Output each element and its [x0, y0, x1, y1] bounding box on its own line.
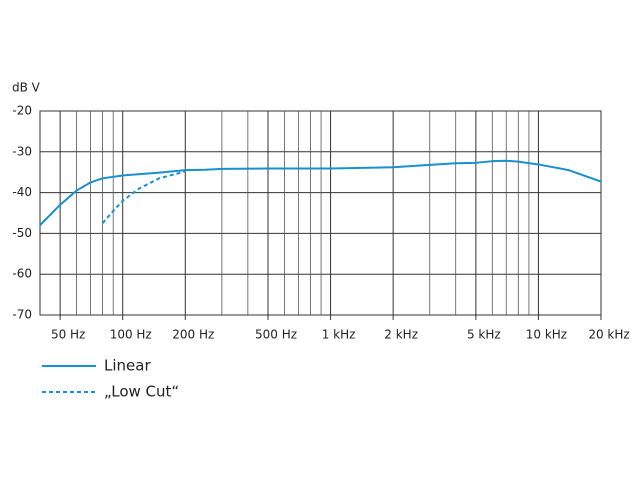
x-tick-label: 1 kHz	[322, 328, 356, 342]
y-axis-label: dB V	[12, 81, 41, 95]
y-tick-label: -30	[12, 144, 32, 158]
x-tick-label: 10 kHz	[526, 328, 567, 342]
x-tick-label: 50 Hz	[51, 328, 85, 342]
y-tick-label: -40	[12, 185, 32, 199]
legend-label: „Low Cut“	[104, 383, 179, 401]
series-line	[39, 159, 602, 226]
x-tick-label: 5 kHz	[467, 328, 501, 342]
x-tick-label: 20 kHz	[588, 328, 629, 342]
x-tick-label: 200 Hz	[172, 328, 214, 342]
plot-frame	[39, 110, 602, 316]
y-tick-label: -50	[12, 226, 32, 240]
series-line	[101, 170, 186, 224]
legend-label: Linear	[104, 357, 151, 375]
y-tick-label: -70	[12, 308, 32, 322]
y-tick-label: -60	[12, 267, 32, 281]
x-tick-label: 100 Hz	[110, 328, 152, 342]
x-tick-label: 500 Hz	[255, 328, 297, 342]
x-tick-label: 2 kHz	[384, 328, 418, 342]
y-tick-label: -20	[12, 104, 32, 118]
